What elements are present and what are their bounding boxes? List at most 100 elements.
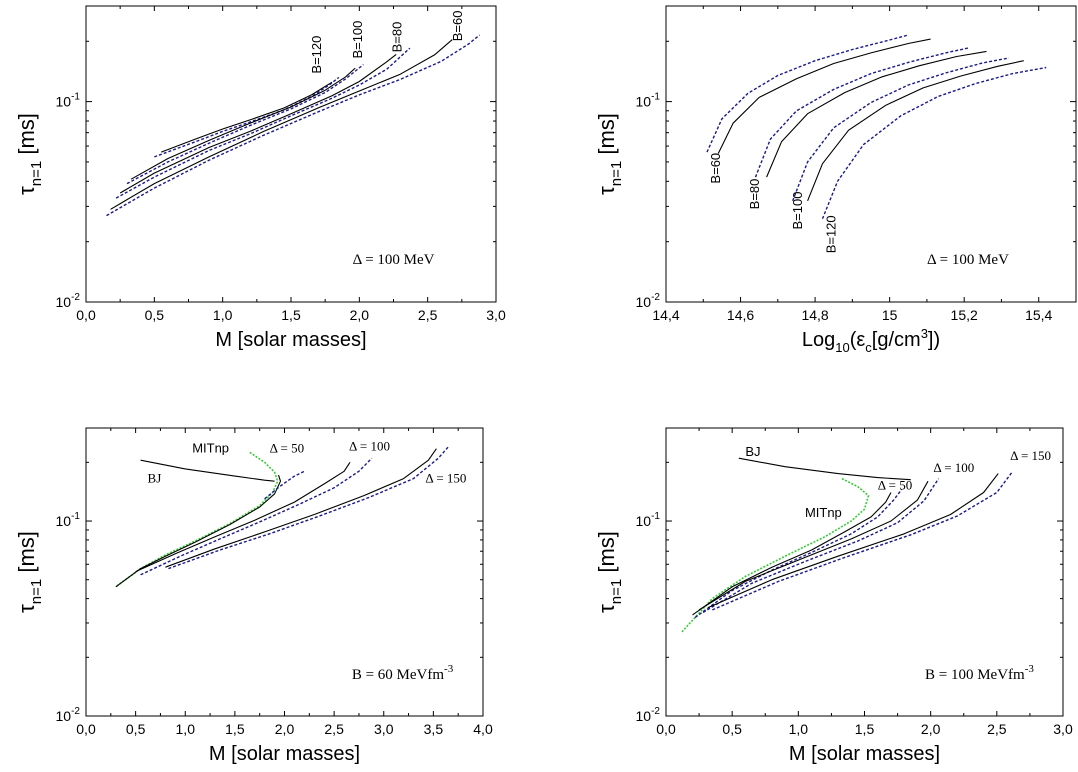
series-line-4 xyxy=(694,489,903,619)
series-line-6 xyxy=(807,60,1024,202)
y-axis-label: τn=1 [ms] xyxy=(14,531,45,613)
x-tick-label: 14,6 xyxy=(727,307,754,323)
x-tick-label: 3,0 xyxy=(486,307,506,323)
x-tick-label: 0,0 xyxy=(76,307,96,323)
x-tick-label: 2,5 xyxy=(987,721,1007,737)
x-tick-label: 1,5 xyxy=(225,721,245,737)
series-line-5 xyxy=(698,480,929,611)
x-tick-label: 3,0 xyxy=(1053,721,1073,737)
curve-label: MITnp xyxy=(805,505,842,520)
chart-panel-4: 0,0 0,5 1,0 1,5 2,0 2,5 3,0 10-2 10-1 M [solar ma… xyxy=(594,427,1073,765)
series-group xyxy=(681,457,1014,633)
x-tick-label: 1,0 xyxy=(789,721,809,737)
x-tick-label: 2,5 xyxy=(324,721,344,737)
curve-label: BJ xyxy=(745,444,760,459)
curve-label: Δ = 50 xyxy=(270,440,304,455)
x-axis-label: M [solar masses] xyxy=(215,329,366,351)
chart-panel-3: 0,0 0,5 1,0 1,5 2,0 2,5 3,0 3,5 4,0 10-2 10-1 M [so… xyxy=(14,427,493,765)
series-line-5 xyxy=(792,57,1010,202)
series-line-3 xyxy=(130,67,356,180)
curve-label: B=80 xyxy=(390,22,405,53)
x-tick-label: 15,4 xyxy=(1025,307,1052,323)
x-tick-label: 0,0 xyxy=(76,721,96,737)
curve-label: B=100 xyxy=(350,21,365,59)
curve-label: B=100 xyxy=(790,192,805,230)
x-tick-label: 2,0 xyxy=(921,721,941,737)
curve-label: Δ = 50 xyxy=(878,478,912,493)
series-line-6 xyxy=(702,478,940,614)
series-line-8 xyxy=(712,470,1014,611)
series-line-5 xyxy=(135,461,351,573)
curve-label: MITnp xyxy=(192,440,229,455)
x-tick-label: 0,5 xyxy=(722,721,742,737)
x-tick-label: 2,0 xyxy=(275,721,295,737)
curve-label: B=120 xyxy=(309,36,324,74)
y-tick-label: 10-1 xyxy=(636,511,661,529)
x-tick-label: 1,0 xyxy=(176,721,196,737)
curve-label: B=60 xyxy=(450,11,465,42)
y-tick-label: 10-1 xyxy=(56,511,81,529)
series-line-4 xyxy=(766,50,987,178)
y-axis-label: τn=1 [ms] xyxy=(14,113,45,195)
y-tick-label: 10-1 xyxy=(56,92,81,110)
curve-label: Δ = 150 xyxy=(1010,448,1051,463)
x-tick-label: 2,0 xyxy=(350,307,370,323)
y-tick-label: 10-2 xyxy=(56,292,81,310)
chart-panel-1: 0,0 0,5 1,0 1,5 2,0 2,5 3,0 10-2 10-1 M [solar ma… xyxy=(14,5,506,351)
x-tick-label: 0,0 xyxy=(656,721,676,737)
curve-label: B=120 xyxy=(824,215,839,253)
series-line-3 xyxy=(115,474,282,588)
series-line-2 xyxy=(154,76,340,158)
x-tick-label: 0,5 xyxy=(145,307,165,323)
series-line-6 xyxy=(140,457,373,576)
series-line-4 xyxy=(264,470,305,500)
x-tick-label: 1,0 xyxy=(213,307,233,323)
series-line-1 xyxy=(161,81,333,153)
plot-frame xyxy=(665,5,1077,303)
series-line-7 xyxy=(708,473,999,609)
y-axis-label: τn=1 [ms] xyxy=(594,531,625,613)
curve-label: B=60 xyxy=(708,153,723,184)
series-group xyxy=(115,446,449,588)
x-tick-label: 3,5 xyxy=(424,721,444,737)
series-line-2 xyxy=(681,477,870,633)
series-line-1 xyxy=(738,457,911,481)
x-tick-label: 14,4 xyxy=(652,307,679,323)
series-line-2 xyxy=(115,451,279,588)
curve-label: Δ = 100 xyxy=(349,438,390,453)
y-tick-label: 10-2 xyxy=(56,706,81,724)
curve-label: Δ = 100 xyxy=(933,460,974,475)
x-axis-label: Log10(εc[g/cm3]) xyxy=(802,326,940,355)
y-tick-label: 10-2 xyxy=(636,292,661,310)
series-line-1 xyxy=(706,34,909,153)
series-line-8 xyxy=(106,34,481,217)
curve-label: BJ xyxy=(148,470,162,485)
x-tick-label: 1,5 xyxy=(855,721,875,737)
panel-annotation: Δ = 100 MeV xyxy=(353,252,435,268)
series-group xyxy=(106,34,481,217)
x-tick-label: 4,0 xyxy=(473,721,493,737)
panel-annotation: Δ = 100 MeV xyxy=(927,252,1009,268)
panel-annotation: B = 100 MeVfm-3 xyxy=(925,663,1034,683)
x-tick-label: 2,5 xyxy=(418,307,438,323)
series-line-7 xyxy=(165,448,437,568)
series-line-3 xyxy=(692,492,892,616)
series-line-7 xyxy=(821,66,1047,220)
x-tick-label: 14,8 xyxy=(801,307,828,323)
series-line-8 xyxy=(168,446,449,570)
plot-frame xyxy=(85,5,497,303)
curve-label: Δ = 150 xyxy=(425,470,466,485)
x-tick-label: 15 xyxy=(882,307,898,323)
series-line-7 xyxy=(110,39,453,210)
x-tick-label: 1,5 xyxy=(281,307,301,323)
panel-annotation: B = 60 MeVfm-3 xyxy=(352,663,454,683)
series-line-5 xyxy=(119,53,397,194)
y-tick-label: 10-2 xyxy=(636,706,661,724)
series-line-1 xyxy=(140,459,275,482)
x-tick-label: 0,5 xyxy=(126,721,146,737)
y-tick-label: 10-1 xyxy=(636,92,661,110)
series-line-6 xyxy=(115,47,411,199)
x-axis-label: M [solar masses] xyxy=(209,743,360,765)
series-line-3 xyxy=(754,47,969,178)
